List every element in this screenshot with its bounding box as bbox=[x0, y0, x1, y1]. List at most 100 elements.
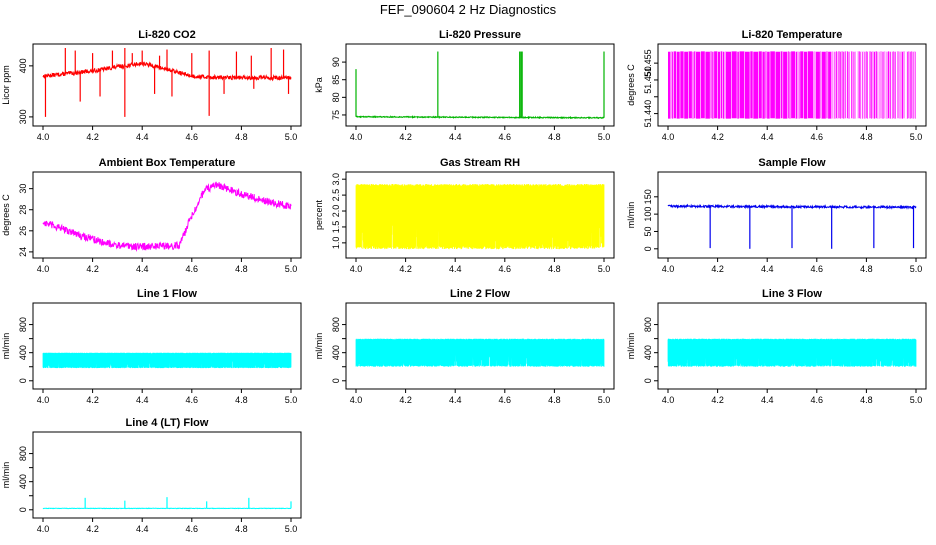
x-tick-label-sample-flow-4: 4.8 bbox=[860, 264, 873, 274]
series-sample-flow bbox=[668, 205, 916, 249]
x-tick-label-line-1-flow-3: 4.6 bbox=[186, 395, 199, 405]
x-tick-label-line-3-flow-3: 4.6 bbox=[811, 395, 824, 405]
x-tick-label-line-3-flow-4: 4.8 bbox=[860, 395, 873, 405]
x-tick-label-li-820-temperature-1: 4.2 bbox=[711, 132, 724, 142]
x-tick-label-sample-flow-3: 4.6 bbox=[811, 264, 824, 274]
x-tick-label-line-2-flow-0: 4.0 bbox=[350, 395, 363, 405]
x-tick-label-gas-stream-rh-4: 4.8 bbox=[548, 264, 561, 274]
series-line-3-flow bbox=[668, 339, 916, 367]
x-tick-label-li-820-co2-1: 4.2 bbox=[86, 132, 99, 142]
x-tick-label-li-820-co2-5: 5.0 bbox=[285, 132, 298, 142]
x-tick-label-li-820-pressure-2: 4.4 bbox=[449, 132, 462, 142]
y-tick-label-li-820-co2-1: 400 bbox=[18, 58, 28, 73]
x-tick-label-ambient-box-temperature-2: 4.4 bbox=[136, 264, 149, 274]
y-tick-label-li-820-pressure-1: 80 bbox=[331, 92, 341, 102]
y-tick-label-ambient-box-temperature-2: 28 bbox=[18, 205, 28, 215]
x-tick-label-line-4-lt-flow-3: 4.6 bbox=[186, 524, 199, 534]
y-tick-label-li-820-temperature-0: 51.440 bbox=[643, 100, 653, 128]
x-tick-label-gas-stream-rh-5: 5.0 bbox=[598, 264, 611, 274]
x-tick-label-li-820-temperature-4: 4.8 bbox=[860, 132, 873, 142]
x-tick-label-line-4-lt-flow-0: 4.0 bbox=[37, 524, 50, 534]
y-tick-label-line-3-flow-0: 0 bbox=[643, 378, 653, 383]
panel-title-line-4-lt-flow: Line 4 (LT) Flow bbox=[126, 417, 209, 429]
y-tick-label-line-2-flow-4: 800 bbox=[331, 317, 341, 332]
y-tick-label-line-3-flow-4: 800 bbox=[643, 317, 653, 332]
figure-title: FEF_090604 2 Hz Diagnostics bbox=[0, 2, 936, 17]
x-tick-label-line-1-flow-5: 5.0 bbox=[285, 395, 298, 405]
series-line-1-flow bbox=[43, 353, 291, 368]
y-tick-label-gas-stream-rh-3: 2.5 bbox=[331, 189, 341, 202]
y-tick-label-sample-flow-0: 0 bbox=[643, 246, 653, 251]
y-tick-label-line-4-lt-flow-4: 800 bbox=[18, 446, 28, 461]
x-tick-label-ambient-box-temperature-4: 4.8 bbox=[235, 264, 248, 274]
panel-title-line-3-flow: Line 3 Flow bbox=[762, 288, 822, 300]
y-tick-label-gas-stream-rh-0: 1.0 bbox=[331, 237, 341, 250]
series-gas-stream-rh bbox=[356, 184, 604, 249]
series-li-820-temperature bbox=[668, 51, 916, 118]
x-tick-label-line-1-flow-1: 4.2 bbox=[86, 395, 99, 405]
x-tick-label-sample-flow-0: 4.0 bbox=[662, 264, 675, 274]
x-tick-label-li-820-pressure-5: 5.0 bbox=[598, 132, 611, 142]
y-tick-label-line-3-flow-2: 400 bbox=[643, 345, 653, 360]
x-tick-label-line-2-flow-4: 4.8 bbox=[548, 395, 561, 405]
y-axis-label-sample-flow: ml/min bbox=[626, 202, 636, 229]
y-tick-label-line-4-lt-flow-0: 0 bbox=[18, 507, 28, 512]
x-tick-label-gas-stream-rh-0: 4.0 bbox=[350, 264, 363, 274]
x-tick-label-gas-stream-rh-3: 4.6 bbox=[499, 264, 512, 274]
panel-title-li-820-co2: Li-820 CO2 bbox=[138, 29, 195, 41]
series-line-gas-stream-rh bbox=[356, 184, 604, 249]
y-axis-label-li-820-temperature: degrees C bbox=[626, 64, 636, 106]
y-tick-label-line-1-flow-2: 400 bbox=[18, 345, 28, 360]
series-li-820-co2 bbox=[43, 48, 291, 117]
x-tick-label-line-4-lt-flow-2: 4.4 bbox=[136, 524, 149, 534]
y-axis-label-ambient-box-temperature: degrees C bbox=[1, 194, 11, 236]
x-tick-label-line-1-flow-0: 4.0 bbox=[37, 395, 50, 405]
series-line-4-lt-flow bbox=[43, 497, 291, 508]
panel-line-4-lt-flow: Line 4 (LT) Flow ml/min 0 400 800 4.0 4.2 4.4 4.… bbox=[1, 417, 301, 534]
x-tick-label-li-820-temperature-3: 4.6 bbox=[811, 132, 824, 142]
y-axis-label-line-4-lt-flow: ml/min bbox=[1, 462, 11, 489]
x-tick-label-li-820-pressure-4: 4.8 bbox=[548, 132, 561, 142]
x-tick-label-li-820-co2-4: 4.8 bbox=[235, 132, 248, 142]
series-li-820-pressure bbox=[356, 52, 604, 119]
y-tick-label-line-2-flow-0: 0 bbox=[331, 378, 341, 383]
panel-title-li-820-temperature: Li-820 Temperature bbox=[742, 29, 843, 41]
x-tick-label-line-3-flow-5: 5.0 bbox=[910, 395, 923, 405]
y-tick-label-line-4-lt-flow-2: 400 bbox=[18, 474, 28, 489]
x-tick-label-ambient-box-temperature-3: 4.6 bbox=[186, 264, 199, 274]
x-tick-label-li-820-co2-2: 4.4 bbox=[136, 132, 149, 142]
x-tick-label-gas-stream-rh-1: 4.2 bbox=[399, 264, 412, 274]
x-tick-label-line-1-flow-4: 4.8 bbox=[235, 395, 248, 405]
plot-box-li-820-pressure bbox=[346, 44, 614, 126]
y-axis-label-line-2-flow: ml/min bbox=[314, 333, 324, 360]
x-tick-label-ambient-box-temperature-1: 4.2 bbox=[86, 264, 99, 274]
y-tick-label-gas-stream-rh-4: 3.0 bbox=[331, 173, 341, 186]
y-tick-label-li-820-pressure-2: 85 bbox=[331, 75, 341, 85]
x-tick-label-line-2-flow-5: 5.0 bbox=[598, 395, 611, 405]
series-line-line-2-flow bbox=[356, 339, 604, 367]
y-tick-label-li-820-pressure-3: 90 bbox=[331, 57, 341, 67]
y-tick-label-li-820-pressure-0: 75 bbox=[331, 110, 341, 120]
x-tick-label-line-4-lt-flow-1: 4.2 bbox=[86, 524, 99, 534]
y-tick-label-sample-flow-1: 50 bbox=[643, 226, 653, 236]
panel-title-sample-flow: Sample Flow bbox=[758, 157, 826, 169]
x-tick-label-sample-flow-5: 5.0 bbox=[910, 264, 923, 274]
x-tick-label-line-4-lt-flow-4: 4.8 bbox=[235, 524, 248, 534]
panel-title-gas-stream-rh: Gas Stream RH bbox=[440, 157, 520, 169]
y-tick-label-li-820-temperature-3: 51.455 bbox=[643, 49, 653, 77]
x-tick-label-li-820-pressure-3: 4.6 bbox=[499, 132, 512, 142]
x-tick-label-li-820-pressure-1: 4.2 bbox=[399, 132, 412, 142]
y-axis-label-line-1-flow: ml/min bbox=[1, 333, 11, 360]
panel-title-ambient-box-temperature: Ambient Box Temperature bbox=[99, 157, 236, 169]
y-tick-label-line-2-flow-2: 400 bbox=[331, 345, 341, 360]
x-tick-label-li-820-temperature-0: 4.0 bbox=[662, 132, 675, 142]
x-tick-label-li-820-co2-3: 4.6 bbox=[186, 132, 199, 142]
